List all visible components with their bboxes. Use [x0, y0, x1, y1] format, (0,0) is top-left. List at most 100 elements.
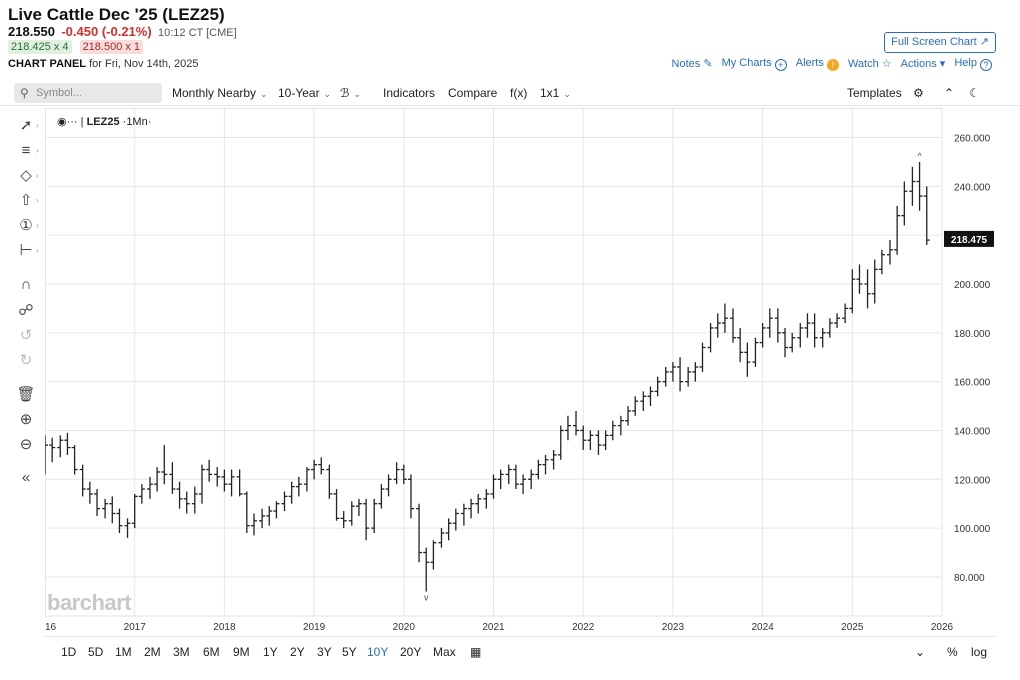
lock-icon[interactable]: ☍	[18, 302, 34, 319]
arrow-tool-icon[interactable]: ⇧	[19, 192, 33, 209]
submenu-arrow-icon[interactable]: ›	[36, 121, 39, 130]
range-button-1y[interactable]: 1Y	[263, 645, 278, 659]
actions-menu[interactable]: Actions ▾	[900, 58, 946, 70]
x-tick-label: 2026	[931, 622, 954, 633]
range-button-1d[interactable]: 1D	[61, 645, 77, 659]
chart-actions: Notes ✎ My Charts + Alerts ! Watch ☆ Act…	[672, 57, 992, 71]
range-button-10y[interactable]: 10Y	[367, 645, 389, 659]
range-button-6m[interactable]: 6M	[203, 645, 220, 659]
range-button-3m[interactable]: 3M	[173, 645, 190, 659]
x-tick-label: 2019	[303, 622, 326, 633]
settings-gear-icon[interactable]: ⚙	[913, 86, 924, 100]
y-tick-label: 120.000	[954, 475, 991, 486]
annotation-tool-icon[interactable]: ①	[19, 217, 33, 234]
compare-button[interactable]: Compare	[448, 86, 498, 100]
range-button-5d[interactable]: 5D	[88, 645, 104, 659]
magnet-icon[interactable]: ∩	[20, 276, 32, 293]
submenu-arrow-icon[interactable]: ›	[36, 146, 39, 155]
ask-badge: 218.500 x 1	[79, 40, 144, 54]
chart-panel-label: CHART PANEL for Fri, Nov 14th, 2025	[8, 58, 199, 70]
last-value-box	[944, 230, 994, 247]
y-tick-label: 260.000	[954, 134, 991, 145]
alert-icon: !	[826, 59, 839, 71]
edit-icon: ✎	[703, 58, 713, 70]
collapse-up-icon[interactable]: ⌃	[944, 86, 955, 100]
dark-mode-icon[interactable]: ☾	[969, 86, 980, 100]
barchart-watermark-logo: barchart	[47, 590, 132, 615]
search-icon: ⚲	[20, 86, 29, 100]
fx-button[interactable]: f(x)	[510, 86, 528, 100]
caret-down-icon: ▾	[939, 58, 946, 70]
zoom-in-icon[interactable]: ⊕	[19, 411, 33, 428]
log-toggle[interactable]: log	[971, 645, 988, 659]
y-tick-label: 160.000	[954, 378, 991, 389]
price-row: 218.550 -0.450 (-0.21%) 10:12 CT [CME]	[8, 24, 237, 39]
expand-icon: ↗	[979, 36, 989, 48]
symbol-search-input[interactable]: ⚲ Symbol...	[14, 83, 162, 103]
undo-icon[interactable]: ↺	[19, 327, 33, 344]
chart-toolbar: ⚲ Symbol... Monthly Nearby ⌄ 10-Year ⌄ ℬ ⌄ …	[0, 80, 1020, 106]
range-button-1m[interactable]: 1M	[115, 645, 132, 659]
full-screen-chart-button[interactable]: Full Screen Chart ↗	[884, 32, 996, 53]
notes-link[interactable]: Notes ✎	[671, 58, 713, 70]
aggregation-dropdown[interactable]: Monthly Nearby ⌄	[172, 86, 268, 100]
zoom-out-icon[interactable]: ⊖	[19, 436, 33, 453]
range-button-9m[interactable]: 9M	[233, 645, 250, 659]
calendar-icon[interactable]: ▦	[470, 645, 482, 659]
low-marker: v	[424, 593, 429, 603]
submenu-arrow-icon[interactable]: ›	[36, 196, 39, 205]
period-dropdown[interactable]: 10-Year ⌄	[278, 86, 332, 100]
range-bar: 1D 5D 1M 2M 3M 6M 9M 1Y 2Y 3Y 5Y 10Y 20Y Max ⌄ % log …	[45, 636, 995, 664]
full-screen-label: Full Screen Chart	[891, 36, 977, 48]
alerts-link[interactable]: Alerts !	[796, 57, 839, 71]
range-button-20y[interactable]: 20Y	[400, 645, 422, 659]
price-change: -0.450 (-0.21%)	[61, 24, 152, 39]
x-tick-label: 2025	[841, 622, 864, 633]
templates-button[interactable]: Templates	[847, 86, 902, 100]
watch-link[interactable]: Watch ☆	[847, 58, 892, 70]
percent-toggle[interactable]: %	[947, 645, 958, 659]
y-tick-label: 200.000	[954, 280, 991, 291]
measure-tool-icon[interactable]: ⊢	[19, 242, 33, 259]
star-icon: ☆	[881, 58, 892, 70]
chart-legend: ◉··· | LEZ25 ·1Mn·	[57, 115, 151, 128]
search-placeholder: Symbol...	[36, 87, 82, 99]
range-button-3y[interactable]: 3Y	[317, 645, 332, 659]
trash-icon[interactable]: 🗑	[16, 386, 36, 403]
range-button-5y[interactable]: 5Y	[342, 645, 357, 659]
plus-icon: +	[774, 59, 787, 71]
price-chart[interactable]: 80.000 100.000 120.000 140.000 160.000 180.00…	[34, 108, 995, 638]
visibility-eye-icon[interactable]: ◉···	[57, 116, 78, 128]
y-tick-label: 140.000	[954, 426, 991, 437]
submenu-arrow-icon[interactable]: ›	[36, 221, 39, 230]
x-tick-label: 2017	[124, 622, 147, 633]
x-tick-label: 2023	[662, 622, 685, 633]
layout-dropdown[interactable]: 1x1 ⌄	[540, 86, 571, 100]
my-charts-link[interactable]: My Charts +	[722, 57, 787, 71]
y-tick-label: 180.000	[954, 329, 991, 340]
quote-time: 10:12 CT [CME]	[158, 27, 237, 39]
indicators-button[interactable]: Indicators	[383, 86, 436, 100]
help-icon: ?	[980, 59, 992, 71]
range-button-2m[interactable]: 2M	[144, 645, 161, 659]
bar-type-dropdown[interactable]: ℬ ⌄	[340, 86, 361, 100]
panel-date: for Fri, Nov 14th, 2025	[89, 58, 199, 70]
chevron-down-icon: ⌄	[563, 89, 571, 99]
redo-icon[interactable]: ↻	[19, 352, 33, 369]
range-button-max[interactable]: Max	[433, 645, 456, 659]
y-tick-label: 240.000	[954, 182, 991, 193]
x-tick-label: 2024	[751, 622, 774, 633]
submenu-arrow-icon[interactable]: ›	[36, 171, 39, 180]
collapse-down-icon[interactable]: ⌄	[915, 645, 926, 659]
range-button-2y[interactable]: 2Y	[290, 645, 305, 659]
submenu-arrow-icon[interactable]: ›	[36, 246, 39, 255]
high-marker: ^	[917, 151, 922, 161]
trendline-tool-icon[interactable]: ➚	[19, 117, 33, 134]
shape-tool-icon[interactable]: ◇	[20, 167, 32, 184]
last-price: 218.550	[8, 24, 55, 39]
fib-tool-icon[interactable]: ≡	[21, 142, 31, 159]
help-link[interactable]: Help ?	[954, 57, 992, 71]
collapse-left-icon[interactable]: «	[21, 469, 31, 486]
legend-interval: ·1Mn·	[122, 116, 152, 128]
chart-svg[interactable]: 80.000 100.000 120.000 140.000 160.000 180.00…	[34, 108, 995, 638]
